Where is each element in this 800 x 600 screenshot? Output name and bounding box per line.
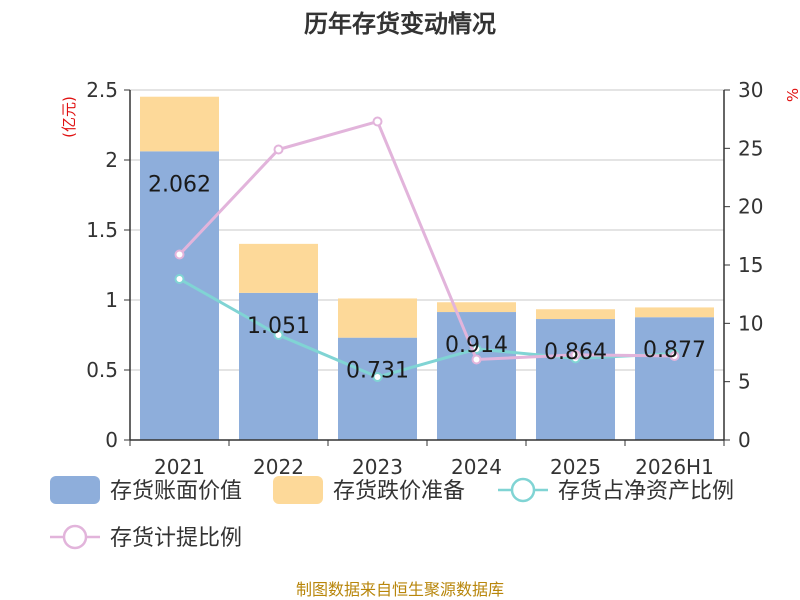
y-right-tick-label: 15	[738, 253, 763, 277]
series-point-0-2	[372, 372, 383, 382]
y-left-tick-label: 0.5	[86, 358, 118, 382]
series-point-1-4	[570, 349, 581, 360]
series-line-0	[178, 277, 675, 379]
data-label: 2.062	[148, 172, 211, 197]
legend-swatch-marker	[62, 524, 88, 550]
line-layer	[174, 116, 680, 382]
series-point-1-3	[471, 354, 482, 365]
data-label-layer: 2.062 1.051 0.731 0.914 0.864 0.877	[148, 172, 706, 383]
legend-label: 存货跌价准备	[333, 479, 465, 504]
bar-0-4	[536, 319, 615, 440]
data-label: 0.731	[346, 359, 409, 384]
y-right-unit: %	[784, 88, 800, 102]
bar-1-1	[239, 243, 318, 293]
x-tick-label: 2021	[154, 455, 205, 479]
data-label: 0.914	[445, 333, 508, 358]
legend-label: 存货账面价值	[110, 479, 242, 504]
y-right-tick-label: 5	[738, 370, 751, 394]
series-point-1-1	[273, 144, 284, 155]
y-left-unit: (亿元)	[60, 96, 78, 138]
legend-item-0: 存货账面价值	[50, 476, 242, 504]
bar-0-5	[635, 317, 714, 440]
legend-swatch-marker	[510, 477, 536, 503]
source-note: 制图数据来自恒生聚源数据库	[296, 580, 504, 599]
grid-layer	[130, 89, 724, 371]
legend-item-1: 存货跌价准备	[273, 476, 465, 504]
bar-0-3	[437, 312, 516, 440]
y-right-tick-label: 10	[738, 311, 763, 335]
legend-swatch	[50, 476, 100, 504]
series-line-1	[178, 119, 675, 362]
y-right-tick-label: 30	[738, 78, 763, 102]
bar-1-0	[140, 96, 219, 152]
legend-item-2: 存货占净资产比例	[498, 477, 734, 504]
x-tick-label: 2023	[352, 455, 403, 479]
x-tick-label: 2026H1	[635, 455, 714, 479]
data-label: 1.051	[247, 314, 310, 339]
y-left-tick-label: 1	[105, 288, 118, 312]
legend-label: 存货计提比例	[110, 526, 242, 551]
data-label: 0.877	[643, 338, 706, 363]
y-right-tick-label: 25	[738, 136, 763, 160]
y-left-tick-label: 2	[105, 148, 118, 172]
x-tick-label: 2025	[550, 455, 601, 479]
bar-0-1	[239, 292, 318, 440]
series-point-1-0	[174, 249, 185, 260]
bar-1-3	[437, 302, 516, 313]
legend-item-3: 存货计提比例	[50, 524, 242, 551]
y-left-tick-label: 0	[105, 428, 118, 452]
series-point-1-2	[372, 116, 383, 127]
series-point-0-1	[273, 330, 284, 340]
series-point-1-5	[669, 351, 680, 361]
legend-label: 存货占净资产比例	[558, 479, 734, 504]
series-point-0-0	[174, 274, 185, 284]
bar-0-0	[140, 151, 219, 440]
bar-layer	[140, 96, 714, 440]
legend-swatch	[273, 476, 323, 504]
y-right-tick-label: 20	[738, 195, 763, 219]
bar-1-5	[635, 307, 714, 318]
y-right-tick-label: 0	[738, 428, 751, 452]
bar-0-2	[338, 337, 417, 440]
y-left-tick-label: 1.5	[86, 218, 118, 242]
bar-1-2	[338, 298, 417, 338]
chart-title: 历年存货变动情况	[304, 10, 496, 38]
x-tick-label: 2024	[451, 455, 502, 479]
data-label: 0.864	[544, 340, 607, 365]
x-tick-label: 2022	[253, 455, 304, 479]
y-left-tick-label: 2.5	[86, 78, 118, 102]
bar-1-4	[536, 309, 615, 320]
